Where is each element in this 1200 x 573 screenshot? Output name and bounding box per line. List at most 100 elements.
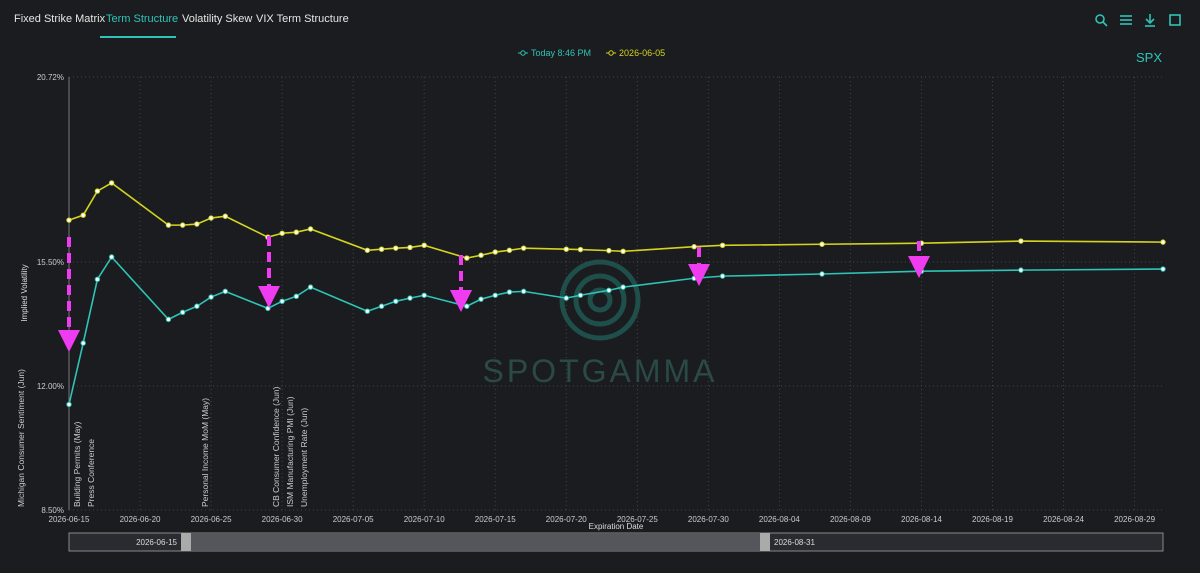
- x-tick-label: 2026-08-04: [759, 515, 800, 524]
- data-point: [1018, 267, 1024, 273]
- data-point: [464, 303, 470, 309]
- y-tick-label: 8.50%: [41, 506, 64, 515]
- event-label: Building Permits (May): [72, 421, 82, 507]
- y-axis-title: Implied Volatility: [20, 264, 29, 321]
- data-point: [179, 309, 186, 315]
- tab[interactable]: VIX Term Structure: [256, 13, 349, 25]
- event-label: Michigan Consumer Sentiment (Jun): [16, 369, 26, 507]
- x-tick-label: 2026-08-14: [901, 515, 942, 524]
- data-point: [520, 288, 527, 295]
- data-point: [577, 246, 584, 253]
- download-icon[interactable]: [1145, 14, 1155, 27]
- data-point: [378, 303, 385, 309]
- data-point: [520, 245, 527, 251]
- data-point: [66, 401, 72, 408]
- data-point: [66, 217, 72, 223]
- x-tick-label: 2026-08-29: [1114, 515, 1155, 524]
- data-point: [80, 212, 86, 218]
- data-point: [478, 252, 484, 258]
- data-point: [293, 293, 300, 300]
- legend-marker: [520, 50, 526, 56]
- data-point: [80, 340, 86, 346]
- data-point: [506, 289, 513, 295]
- data-point: [222, 288, 228, 295]
- y-tick-label: 20.72%: [37, 73, 64, 82]
- data-point: [179, 222, 186, 228]
- x-tick-label: 2026-07-10: [404, 515, 445, 524]
- legend-marker: [608, 50, 614, 56]
- x-tick-label: 2026-07-15: [475, 515, 516, 524]
- data-point: [492, 292, 498, 298]
- data-point: [222, 213, 228, 219]
- legend-label: 2026-06-05: [619, 48, 665, 58]
- event-label: ISM Manufacturing PMI (Jun): [285, 396, 295, 507]
- settings-icon[interactable]: [1120, 15, 1132, 25]
- x-tick-label: 2026-08-24: [1043, 515, 1084, 524]
- search-icon[interactable]: [1095, 14, 1105, 24]
- data-point: [506, 247, 513, 253]
- legend-label: Today 8:46 PM: [531, 48, 591, 58]
- x-tick-label: 2026-06-25: [191, 515, 232, 524]
- logo: [559, 259, 641, 341]
- data-point: [620, 248, 626, 255]
- x-tick-label: 2026-06-15: [49, 515, 90, 524]
- range-slider-window[interactable]: [186, 534, 762, 550]
- event-arrows: [58, 236, 930, 352]
- event-label: CB Consumer Confidence (Jun): [271, 386, 281, 507]
- tab[interactable]: Volatility Skew: [182, 13, 253, 25]
- tab[interactable]: Fixed Strike Matrix: [14, 13, 106, 25]
- data-point: [464, 255, 470, 261]
- event-label: Press Conference: [86, 439, 96, 507]
- x-tick-label: 2026-08-19: [972, 515, 1013, 524]
- data-point: [620, 284, 626, 290]
- data-point: [606, 247, 612, 254]
- x-tick-label: 2026-07-20: [546, 515, 587, 524]
- data-point: [393, 298, 399, 304]
- data-point: [719, 273, 726, 279]
- x-tick-label: 2026-07-30: [688, 515, 729, 524]
- slider-handle[interactable]: [181, 533, 191, 551]
- slider-end: 2026-08-31: [774, 538, 815, 547]
- x-tick-label: 2026-07-25: [617, 515, 658, 524]
- data-point: [108, 254, 115, 260]
- data-point: [1160, 266, 1166, 272]
- toolbar: [1095, 14, 1181, 27]
- data-point: [293, 229, 300, 235]
- data-point: [563, 295, 569, 301]
- data-point: [407, 295, 413, 301]
- data-point: [819, 241, 825, 247]
- data-point: [194, 221, 200, 227]
- tab-underline: [100, 36, 176, 38]
- y-tick-label: 15.50%: [37, 258, 64, 267]
- data-point: [606, 287, 612, 294]
- data-point: [364, 247, 371, 253]
- data-point: [208, 215, 214, 221]
- data-point: [819, 271, 825, 277]
- x-tick-label: 2026-06-20: [120, 515, 161, 524]
- data-point: [94, 276, 101, 283]
- fullscreen-icon[interactable]: [1169, 14, 1181, 26]
- x-tick-label: 2026-07-05: [333, 515, 374, 524]
- watermark: SPOTGAMMA: [482, 353, 717, 389]
- data-point: [165, 222, 172, 228]
- data-point: [307, 226, 314, 232]
- data-point: [364, 308, 371, 314]
- series-line: [68, 181, 1164, 259]
- data-point: [1018, 238, 1024, 244]
- data-point: [492, 249, 498, 255]
- y-tick-label: 12.00%: [37, 382, 64, 391]
- data-point: [165, 316, 172, 323]
- data-point: [393, 245, 399, 251]
- x-tick-label: 2026-08-09: [830, 515, 871, 524]
- slider-handle[interactable]: [760, 533, 770, 551]
- x-axis-title: Expiration Date: [589, 522, 644, 531]
- data-point: [421, 292, 427, 298]
- tab[interactable]: Term Structure: [106, 13, 179, 25]
- data-point: [378, 246, 385, 252]
- data-point: [194, 303, 200, 309]
- event-label: Unemployment Rate (Jun): [299, 408, 309, 507]
- slider-start: 2026-06-15: [136, 538, 177, 547]
- symbol: SPX: [1136, 50, 1162, 65]
- data-point: [208, 294, 214, 300]
